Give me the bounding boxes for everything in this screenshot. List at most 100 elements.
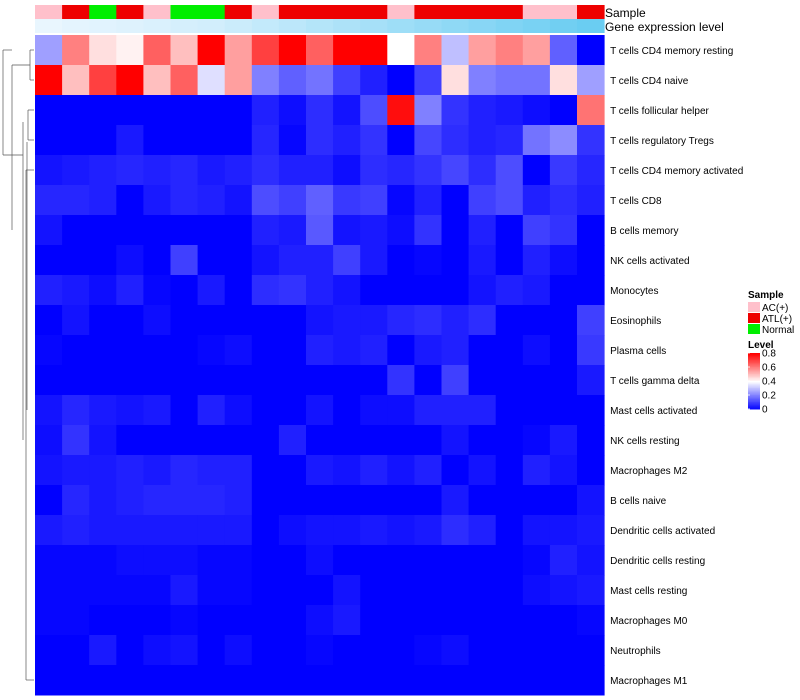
heatmap-cell [35,245,63,276]
heatmap-cell [89,515,117,546]
sample-legend-label: ATL(+) [762,314,792,325]
heatmap-cell [360,545,388,576]
heatmap-cell [170,125,199,156]
heatmap-cell [577,395,605,426]
heatmap-cell [549,155,578,186]
heatmap-cell [495,305,524,336]
row-label: B cells naive [610,496,667,507]
heatmap-cell [251,215,280,246]
heatmap-cell [333,35,361,66]
heatmap-cell [414,515,442,546]
row-label: T cells CD4 naive [610,76,689,87]
heatmap-cell [197,185,226,216]
heatmap-cell [306,455,334,486]
heatmap-cell [116,545,144,576]
heatmap-cell [224,665,253,696]
heatmap-cell [143,65,171,96]
heatmap-cell [577,365,605,396]
sample-annotation-cell [197,5,226,19]
heatmap-cell [306,575,334,606]
heatmap-cell [197,425,226,456]
level-gradient-step [748,360,760,362]
heatmap-cell [89,455,117,486]
heatmap-cell [89,545,117,576]
heatmap-cell [170,425,199,456]
gene-annotation-cell [251,19,280,33]
heatmap-cell [224,65,253,96]
heatmap-cell [224,365,253,396]
heatmap-cell [89,575,117,606]
heatmap-cell [35,395,63,426]
heatmap-cell [62,455,90,486]
heatmap-cell [62,335,90,366]
heatmap-cell [35,305,63,336]
heatmap-cell [306,185,334,216]
heatmap-cell [35,215,63,246]
heatmap-cell [522,515,551,546]
heatmap-cell [116,125,144,156]
level-gradient-step [748,354,760,357]
gene-annotation-cell [414,19,442,33]
heatmap-cell [414,575,442,606]
heatmap-cell [414,125,442,156]
heatmap-cell [360,635,388,666]
row-labels: T cells CD4 memory resting T cells CD4 na… [610,46,743,687]
heatmap-cell [170,335,199,366]
heatmap-cell [62,65,90,96]
heatmap-cell [468,395,497,426]
heatmap-cell [306,65,334,96]
level-gradient-step [748,393,760,396]
heatmap-cell [549,485,578,516]
heatmap-cell [468,245,497,276]
heatmap-cell [360,35,388,66]
heatmap-cell [35,65,63,96]
heatmap-cell [306,95,334,126]
heatmap-cell [224,95,253,126]
heatmap-cell [116,305,144,336]
heatmap-cell [468,305,497,336]
level-gradient-step [748,396,760,399]
heatmap-cell [495,395,524,426]
heatmap-cell [306,425,334,456]
heatmap-cell [62,605,90,636]
heatmap-cell [306,605,334,636]
heatmap-cell [522,35,551,66]
heatmap-cell [522,305,551,336]
heatmap-cell [577,155,605,186]
heatmap-cell [170,65,199,96]
heatmap-cell [35,425,63,456]
heatmap-cell [306,275,334,306]
heatmap-cell [116,665,144,696]
heatmap-cell [522,125,551,156]
heatmap-cell [414,185,442,216]
heatmap-cell [441,335,470,366]
heatmap-cell [89,215,117,246]
heatmap-cell [495,605,524,636]
heatmap-cells [35,35,605,696]
heatmap-cell [143,455,171,486]
level-tick-label: 0.4 [762,377,776,388]
heatmap-cell [116,605,144,636]
row-label: T cells regulatory Tregs [610,136,714,147]
heatmap-cell [306,155,334,186]
heatmap-cell [414,215,442,246]
level-gradient-step [748,374,760,376]
sample-annotation-cell [170,5,199,19]
heatmap-cell [251,65,280,96]
heatmap-cell [468,95,497,126]
heatmap-cell [577,605,605,636]
heatmap-cell [522,665,551,696]
gene-annotation-cell [468,19,497,33]
heatmap-cell [441,125,470,156]
sample-legend: Sample AC(+)ATL(+)Normal [748,290,794,336]
heatmap-cell [387,185,415,216]
heatmap-cell [251,575,280,606]
heatmap-cell [387,155,415,186]
heatmap-cell [360,185,388,216]
heatmap-cell [333,95,361,126]
heatmap-cell [306,215,334,246]
sample-annotation-cell [306,5,334,19]
heatmap-cell [387,335,415,366]
gene-annotation-cell [62,19,90,33]
heatmap-cell [468,155,497,186]
